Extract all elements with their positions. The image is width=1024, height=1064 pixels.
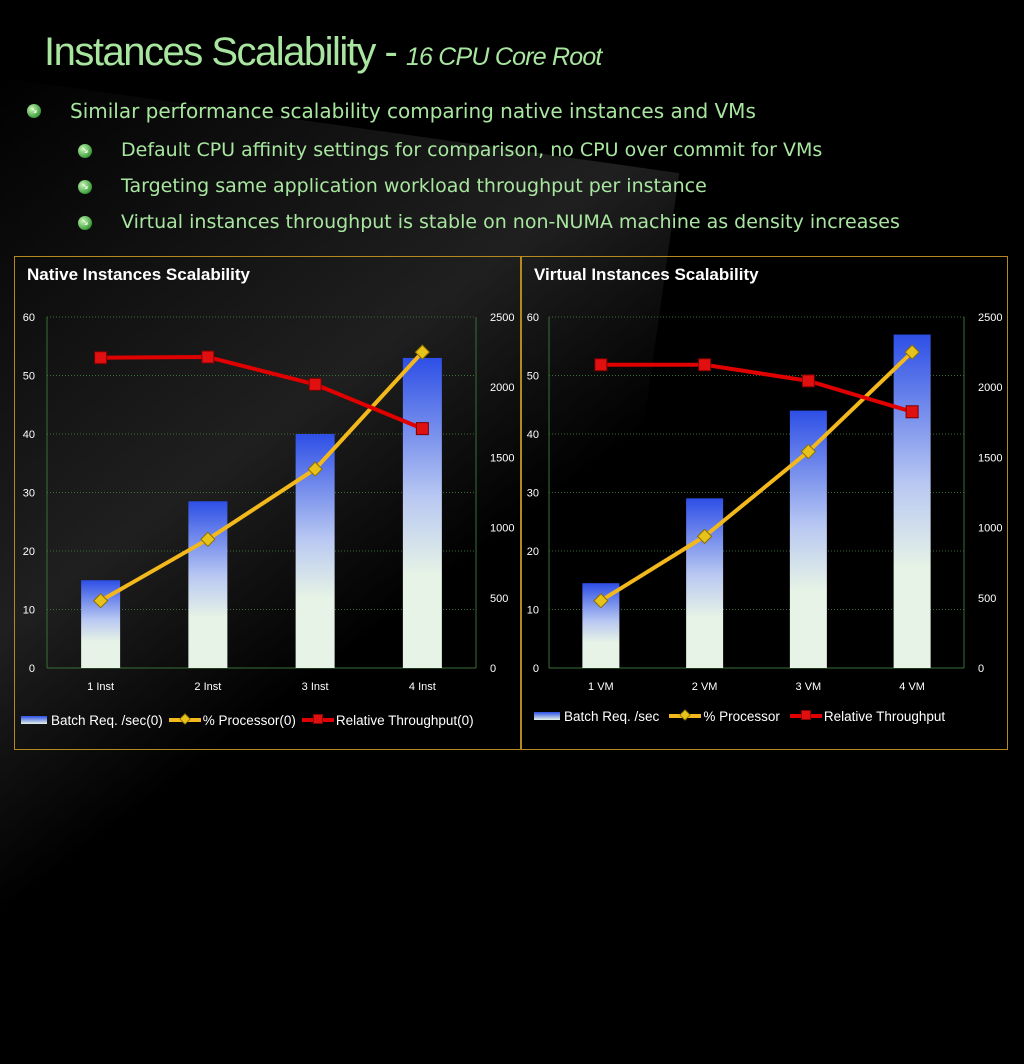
bar-swatch-icon <box>534 712 560 721</box>
processor-line <box>599 350 914 603</box>
throughput-point <box>801 374 815 388</box>
legend-item-throughput: Relative Throughput <box>789 708 945 724</box>
y-right-tick-label: 500 <box>978 593 996 605</box>
processor-point <box>593 593 609 609</box>
y-left-tick-label: 0 <box>533 663 539 675</box>
processor-point <box>92 593 109 609</box>
bullet-arrow-icon: ↘ <box>78 144 92 158</box>
bullet-text: Similar performance scalability comparin… <box>70 99 756 123</box>
legend-item-throughput: Relative Throughput(0) <box>301 712 474 728</box>
y-right-tick-label: 0 <box>490 663 496 675</box>
y-right-tick-label: 2000 <box>490 382 514 394</box>
bar <box>893 334 931 668</box>
slide-title-subtitle: 16 CPU Core Root <box>405 43 602 71</box>
bullet-item: Targeting same application workload thro… <box>121 175 707 197</box>
bar-swatch-icon <box>21 716 47 725</box>
legend-item-processor: % Processor(0) <box>168 712 296 728</box>
chart-virtual-instances: 0 10 20 30 40 50 60 0 500 1000 1500 2000 2500 1 VM 2 V… <box>527 312 1003 693</box>
y-left-tick-label: 40 <box>527 429 539 441</box>
bullet-arrow-icon: ↘ <box>78 216 92 230</box>
y-left-tick-label: 60 <box>23 312 35 324</box>
processor-line <box>99 350 424 603</box>
x-tick-label: 2 VM <box>692 681 718 693</box>
chart-legend: Batch Req. /sec(0) % Processor(0) Relative… <box>21 712 480 728</box>
x-tick-label: 3 VM <box>796 681 822 693</box>
bullet-item: Default CPU affinity settings for compar… <box>121 139 822 161</box>
square-marker-icon <box>301 714 334 725</box>
y-right-tick-label: 2500 <box>978 312 1002 324</box>
throughput-point <box>415 422 429 436</box>
processor-point <box>696 528 713 545</box>
throughput-line <box>100 355 424 431</box>
y-right-tick-label: 1500 <box>490 452 514 464</box>
bullet-arrow-icon: ↘ <box>78 180 92 194</box>
throughput-line <box>600 362 913 414</box>
y-left-tick-label: 50 <box>23 371 35 383</box>
square-marker-icon <box>789 710 822 721</box>
bar <box>402 357 442 668</box>
y-left-tick-label: 50 <box>527 371 539 383</box>
x-tick-label: 3 Inst <box>302 681 329 693</box>
processor-point <box>904 344 920 360</box>
x-tick-label: 2 Inst <box>194 681 221 693</box>
y-left-tick-label: 10 <box>527 605 539 617</box>
bullet-text: Virtual instances throughput is stable o… <box>121 211 900 233</box>
processor-point <box>307 461 323 477</box>
slide-title: Instances Scalability - 16 CPU Core Root <box>44 30 602 75</box>
legend-item-batch: Batch Req. /sec <box>534 708 659 724</box>
x-tick-label: 4 VM <box>899 681 925 693</box>
throughput-point <box>308 377 322 391</box>
y-right-tick-label: 1000 <box>490 523 514 535</box>
processor-point <box>200 531 216 548</box>
throughput-point <box>905 405 919 419</box>
processor-point <box>414 344 431 360</box>
y-right-tick-label: 0 <box>978 663 984 675</box>
y-left-tick-label: 0 <box>29 663 35 675</box>
y-right-tick-label: 1500 <box>978 452 1002 464</box>
diamond-marker-icon <box>669 709 702 722</box>
bullet-item: Similar performance scalability comparin… <box>70 99 756 123</box>
legend-item-processor: % Processor <box>669 708 780 724</box>
y-left-tick-label: 60 <box>527 312 539 324</box>
y-right-tick-label: 2000 <box>978 382 1002 394</box>
y-left-tick-label: 20 <box>23 546 35 558</box>
y-left-tick-label: 30 <box>527 488 539 500</box>
bullet-text: Default CPU affinity settings for compar… <box>121 139 823 161</box>
legend-item-batch: Batch Req. /sec(0) <box>21 712 163 728</box>
bar <box>188 501 228 668</box>
chart-title: Native Instances Scalability <box>27 265 250 284</box>
bullet-text: Targeting same application workload thro… <box>121 175 707 197</box>
y-left-tick-label: 30 <box>23 488 35 500</box>
throughput-point <box>201 350 215 364</box>
chart-panel-virtual: Virtual Instances Scalability 0 10 20 30 40 5… <box>521 256 1008 750</box>
y-left-tick-label: 20 <box>527 546 539 558</box>
y-right-tick-label: 2500 <box>490 312 514 324</box>
throughput-point <box>594 358 608 372</box>
y-right-tick-label: 500 <box>490 593 508 605</box>
bullet-item: Virtual instances throughput is stable o… <box>121 211 900 233</box>
throughput-point <box>698 358 712 372</box>
chart-legend: Batch Req. /sec % Processor Relative Throu… <box>534 708 951 724</box>
throughput-point <box>94 351 108 365</box>
diamond-marker-icon <box>168 713 201 726</box>
chart-panel-native: Native Instances Scalability 0 10 20 30 40 50… <box>14 256 521 750</box>
x-tick-label: 1 VM <box>588 681 614 693</box>
chart-title: Virtual Instances Scalability <box>534 265 759 284</box>
x-tick-label: 4 Inst <box>409 681 436 693</box>
chart-native-instances: 0 10 20 30 40 50 60 0 500 1000 1500 2000 2500 1 Inst 2… <box>23 312 515 693</box>
bullet-arrow-icon: ↘ <box>27 104 41 118</box>
slide-title-main: Instances Scalability - <box>44 30 406 74</box>
y-right-tick-label: 1000 <box>978 523 1002 535</box>
x-tick-label: 1 Inst <box>87 681 114 693</box>
y-left-tick-label: 10 <box>23 605 35 617</box>
y-left-tick-label: 40 <box>23 429 35 441</box>
processor-point <box>800 443 817 460</box>
